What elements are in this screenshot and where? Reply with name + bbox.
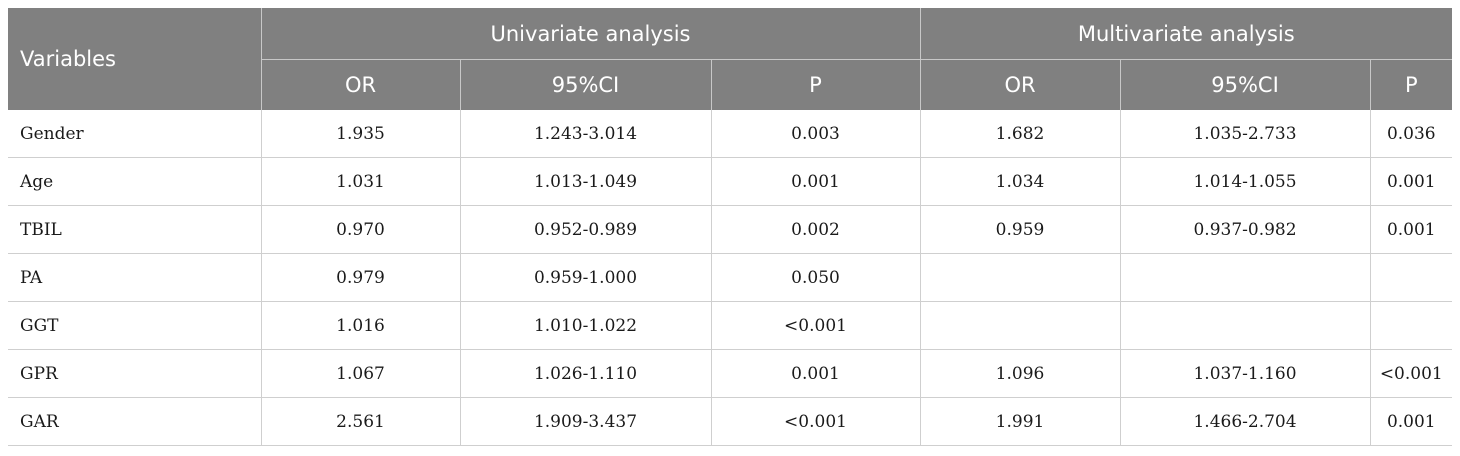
variable-cell: TBIL xyxy=(8,205,261,254)
uni-p-cell: 0.002 xyxy=(710,205,921,254)
multi-ci-cell: 0.937-0.982 xyxy=(1119,205,1371,254)
uni-or-cell: 0.970 xyxy=(260,205,460,254)
multi-or-cell: 1.034 xyxy=(919,157,1121,206)
multi-or-cell: 1.991 xyxy=(919,397,1121,446)
multi-p-cell: 0.001 xyxy=(1369,205,1453,254)
multi-p-cell xyxy=(1369,253,1453,302)
variable-cell: Gender xyxy=(8,110,261,158)
table-body: Gender 1.935 1.243-3.014 0.003 1.682 1.0… xyxy=(8,110,1453,446)
uni-ci-cell: 0.952-0.989 xyxy=(459,205,711,254)
uni-or-cell: 1.031 xyxy=(260,157,460,206)
multi-p-cell: 0.036 xyxy=(1369,110,1453,158)
table-row: GAR 2.561 1.909-3.437 <0.001 1.991 1.466… xyxy=(8,397,1453,446)
uni-or-cell: 2.561 xyxy=(260,397,460,446)
table-row: Gender 1.935 1.243-3.014 0.003 1.682 1.0… xyxy=(8,110,1453,158)
uni-or-cell: 1.067 xyxy=(260,349,460,398)
uni-ci-cell: 1.013-1.049 xyxy=(459,157,711,206)
multi-or-cell: 1.096 xyxy=(919,349,1121,398)
uni-ci-cell: 1.909-3.437 xyxy=(459,397,711,446)
uni-p-cell: <0.001 xyxy=(710,397,921,446)
variables-header: Variables xyxy=(8,8,262,110)
uni-or-cell: 1.016 xyxy=(260,301,460,350)
results-table: Variables Univariate analysis Multivaria… xyxy=(8,8,1453,446)
multivariate-header: Multivariate analysis xyxy=(919,8,1453,60)
univariate-header: Univariate analysis xyxy=(260,8,921,60)
multi-or-cell: 0.959 xyxy=(919,205,1121,254)
multi-p-cell xyxy=(1369,301,1453,350)
variable-cell: GAR xyxy=(8,397,261,446)
table-row: PA 0.979 0.959-1.000 0.050 xyxy=(8,253,1453,302)
uni-ci-header: 95%CI xyxy=(459,59,712,110)
uni-p-cell: <0.001 xyxy=(710,301,921,350)
table-row: Age 1.031 1.013-1.049 0.001 1.034 1.014-… xyxy=(8,157,1453,206)
uni-ci-cell: 1.010-1.022 xyxy=(459,301,711,350)
uni-ci-cell: 0.959-1.000 xyxy=(459,253,711,302)
uni-or-header: OR xyxy=(260,59,461,110)
multi-ci-header: 95%CI xyxy=(1119,59,1371,110)
table-row: GPR 1.067 1.026-1.110 0.001 1.096 1.037-… xyxy=(8,349,1453,398)
table-row: TBIL 0.970 0.952-0.989 0.002 0.959 0.937… xyxy=(8,205,1453,254)
uni-p-cell: 0.050 xyxy=(710,253,921,302)
variable-cell: Age xyxy=(8,157,261,206)
multi-p-cell: 0.001 xyxy=(1369,397,1453,446)
uni-p-cell: 0.003 xyxy=(710,110,921,158)
uni-ci-cell: 1.026-1.110 xyxy=(459,349,711,398)
uni-or-cell: 1.935 xyxy=(260,110,460,158)
multi-ci-cell: 1.035-2.733 xyxy=(1119,110,1371,158)
multi-or-cell: 1.682 xyxy=(919,110,1121,158)
multi-ci-cell xyxy=(1119,253,1371,302)
multi-ci-cell xyxy=(1119,301,1371,350)
multi-p-cell: 0.001 xyxy=(1369,157,1453,206)
uni-p-header: P xyxy=(710,59,921,110)
uni-p-cell: 0.001 xyxy=(710,349,921,398)
multi-p-cell: <0.001 xyxy=(1369,349,1453,398)
multi-ci-cell: 1.466-2.704 xyxy=(1119,397,1371,446)
variable-cell: GPR xyxy=(8,349,261,398)
multi-or-cell xyxy=(919,301,1121,350)
multi-ci-cell: 1.014-1.055 xyxy=(1119,157,1371,206)
multi-p-header: P xyxy=(1369,59,1453,110)
table-header: Variables Univariate analysis Multivaria… xyxy=(8,8,1453,110)
variable-cell: PA xyxy=(8,253,261,302)
uni-or-cell: 0.979 xyxy=(260,253,460,302)
uni-p-cell: 0.001 xyxy=(710,157,921,206)
variable-cell: GGT xyxy=(8,301,261,350)
uni-ci-cell: 1.243-3.014 xyxy=(459,110,711,158)
multi-or-cell xyxy=(919,253,1121,302)
table-row: GGT 1.016 1.010-1.022 <0.001 xyxy=(8,301,1453,350)
multi-ci-cell: 1.037-1.160 xyxy=(1119,349,1371,398)
multi-or-header: OR xyxy=(919,59,1121,110)
